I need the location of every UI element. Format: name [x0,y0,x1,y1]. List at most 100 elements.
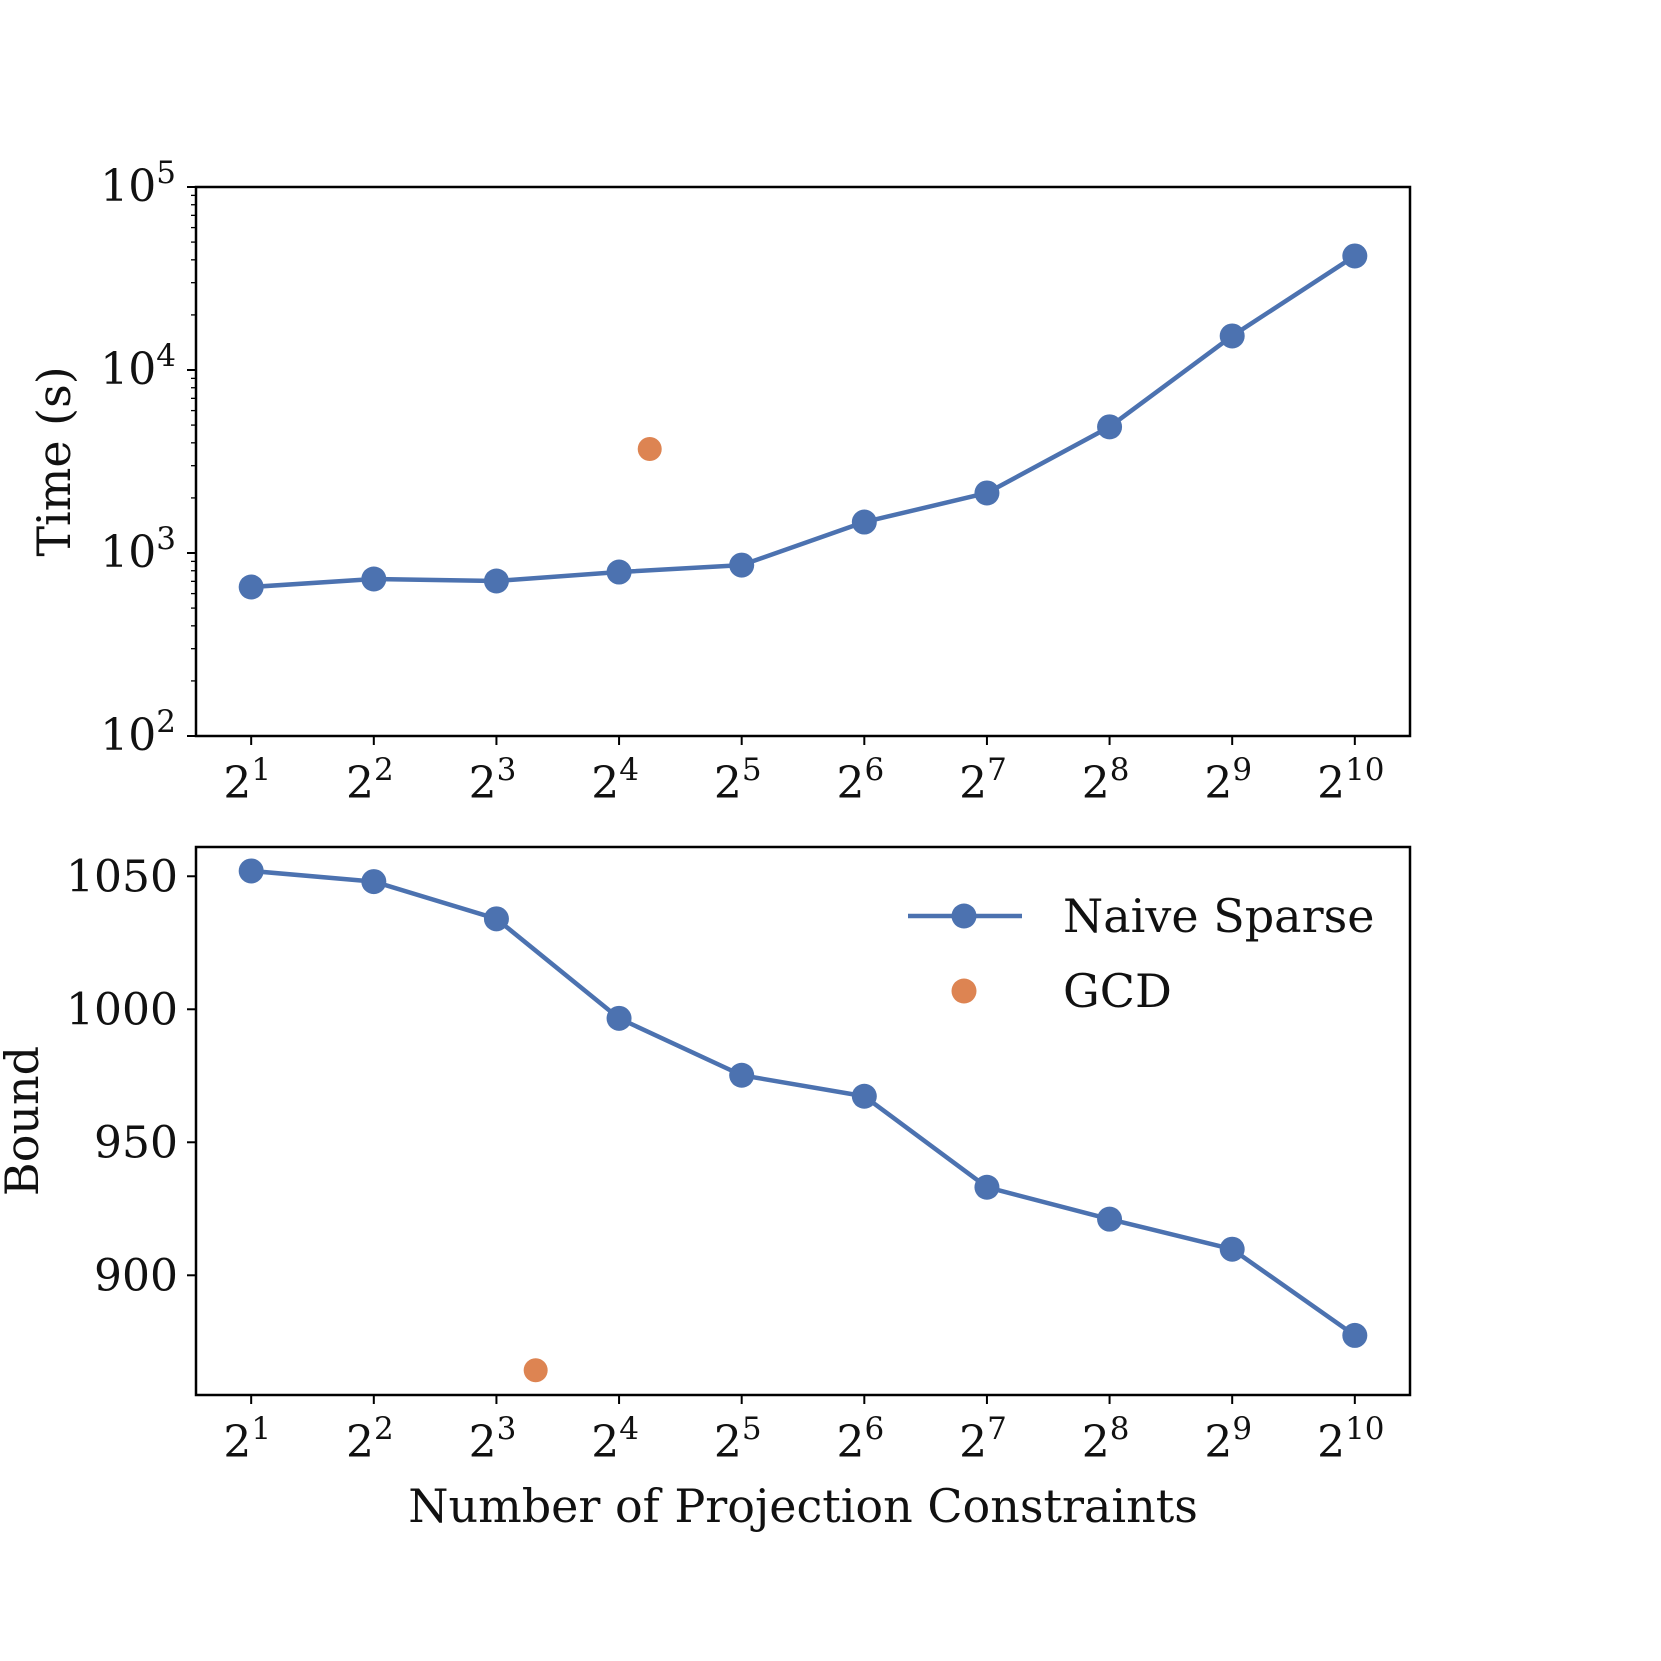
x-tick-label-base: 2 [1082,1417,1110,1468]
data-point [238,858,264,884]
x-tick-label: 29 [1204,1411,1252,1468]
legend-marker [951,978,977,1004]
x-tick-label: 29 [1204,752,1252,809]
x-tick-label-base: 2 [346,1417,374,1468]
x-tick-label: 26 [836,752,884,809]
data-point [1342,243,1368,269]
x-tick-label-exponent: 7 [987,752,1007,788]
series-line [250,868,1357,1338]
series-naive-sparse [238,243,1368,600]
y-tick-label: 1000 [66,984,178,1035]
y-tick-label: 103 [100,521,176,578]
x-tick-label-base: 2 [1317,758,1345,809]
legend-label: Naive Sparse [1063,889,1374,943]
x-tick-label-base: 2 [836,1417,864,1468]
x-tick-label-exponent: 7 [987,1411,1007,1447]
y-tick-label: 900 [94,1250,178,1301]
x-tick-label-exponent: 1 [251,752,271,788]
data-point [851,1083,877,1109]
data-point [483,568,509,594]
data-point [1097,1206,1123,1232]
y-axis-label: Bound [0,1046,49,1196]
x-tick-label: 26 [836,1411,884,1468]
data-point [974,480,1000,506]
data-point [1219,1236,1245,1262]
x-tick-label-exponent: 9 [1232,752,1252,788]
y-tick-label: 1050 [66,851,178,902]
x-tick-label-exponent: 10 [1345,752,1384,788]
x-tick-label-exponent: 4 [619,1411,639,1447]
y-tick-label: 950 [94,1117,178,1168]
x-tick-label-base: 2 [469,758,497,809]
x-tick-label-base: 2 [591,758,619,809]
y-tick-label: 105 [100,155,176,212]
x-tick-label-exponent: 4 [619,752,639,788]
legend-marker [951,903,977,929]
x-tick-label-base: 2 [959,758,987,809]
x-tick-label-base: 2 [959,1417,987,1468]
x-tick-label-base: 2 [836,758,864,809]
x-tick-label-exponent: 8 [1110,1411,1130,1447]
data-point [238,574,264,600]
x-tick-label-base: 2 [1204,758,1232,809]
x-tick-label-base: 2 [1082,758,1110,809]
x-tick-label-base: 2 [714,1417,742,1468]
series-naive-sparse [238,858,1368,1348]
x-tick-label: 24 [591,752,639,809]
y-tick-label-exponent: 5 [156,155,176,191]
series-gcd [637,437,662,462]
x-tick-label: 25 [714,752,762,809]
y-tick-label-base: 10 [100,344,156,395]
x-tick-label: 21 [223,752,271,809]
axes-frame [194,185,1412,738]
x-tick-label: 28 [1082,752,1130,809]
x-tick-label-exponent: 6 [864,1411,884,1447]
x-tick-label-exponent: 9 [1232,1411,1252,1447]
legend-entry: GCD [951,964,1172,1018]
x-tick-label-exponent: 6 [864,752,884,788]
x-tick-label-base: 2 [591,1417,619,1468]
data-point [729,1062,755,1088]
x-tick-label-exponent: 5 [742,1411,762,1447]
legend-entry: Naive Sparse [908,889,1374,943]
x-tick-label: 22 [346,752,394,809]
x-tick-label-exponent: 10 [1345,1411,1384,1447]
x-tick-label-base: 2 [1317,1417,1345,1468]
data-point [523,1358,548,1383]
legend-label: GCD [1063,964,1172,1018]
axes-frame [194,845,1412,1397]
series-line [251,254,1357,590]
data-point [483,906,509,932]
y-tick-label-base: 10 [100,161,156,212]
x-tick-label: 21 [223,1411,271,1468]
x-tick-label: 24 [591,1411,639,1468]
data-point [1097,414,1123,440]
x-tick-label-exponent: 2 [374,1411,394,1447]
x-tick-label-base: 2 [346,758,374,809]
x-tick-label: 27 [959,752,1007,809]
y-tick-label-base: 10 [100,710,156,761]
data-point [361,869,387,895]
x-tick-label-exponent: 3 [497,1411,517,1447]
x-tick-label: 210 [1317,752,1384,809]
y-tick-label-exponent: 2 [156,704,176,740]
data-point [729,552,755,578]
x-tick-label: 27 [959,1411,1007,1468]
data-point [1219,323,1245,349]
x-tick-label-base: 2 [1204,1417,1232,1468]
x-axis-label: Number of Projection Constraints [408,1479,1198,1533]
x-tick-label-exponent: 1 [251,1411,271,1447]
x-tick-label: 25 [714,1411,762,1468]
x-tick-label-exponent: 2 [374,752,394,788]
y-tick-label: 102 [100,704,176,761]
y-tick-label-exponent: 4 [156,338,176,374]
x-tick-label: 28 [1082,1411,1130,1468]
x-tick-label: 23 [469,752,517,809]
series-gcd [523,1358,548,1383]
y-tick-label-base: 10 [100,527,156,578]
data-point [606,1005,632,1031]
data-point [361,566,387,592]
data-point [974,1174,1000,1200]
